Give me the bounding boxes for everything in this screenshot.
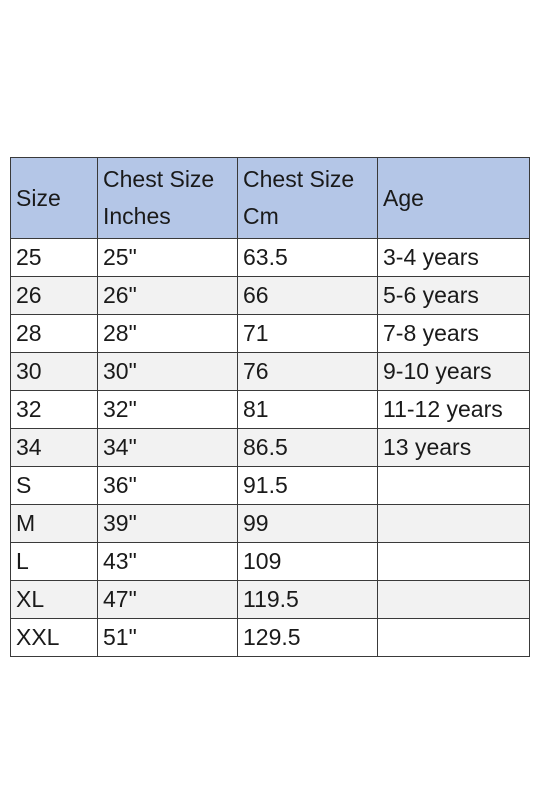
table-row: 34 34" 86.5 13 years <box>10 428 530 467</box>
table-row: L 43" 109 <box>10 542 530 581</box>
table-row: 28 28" 71 7-8 years <box>10 314 530 353</box>
header-age: Age <box>377 157 530 239</box>
cell-size: 32 <box>10 390 98 429</box>
cell-age <box>377 542 530 581</box>
cell-age: 3-4 years <box>377 238 530 277</box>
cell-size: 30 <box>10 352 98 391</box>
header-chest-cm: Chest Size Cm <box>237 157 378 239</box>
table-row: 26 26" 66 5-6 years <box>10 276 530 315</box>
cell-age <box>377 466 530 505</box>
cell-chest-inches: 28" <box>97 314 238 353</box>
table-row: M 39" 99 <box>10 504 530 543</box>
cell-age <box>377 504 530 543</box>
cell-size: 25 <box>10 238 98 277</box>
cell-chest-inches: 30" <box>97 352 238 391</box>
cell-chest-inches: 36" <box>97 466 238 505</box>
table-header: Size Chest Size Inches Chest Size Cm Age <box>10 157 530 239</box>
cell-age: 11-12 years <box>377 390 530 429</box>
table-row: 25 25" 63.5 3-4 years <box>10 238 530 277</box>
cell-size: 34 <box>10 428 98 467</box>
cell-age: 7-8 years <box>377 314 530 353</box>
cell-chest-inches: 51" <box>97 618 238 657</box>
cell-age <box>377 618 530 657</box>
cell-chest-inches: 39" <box>97 504 238 543</box>
table-row: XXL 51" 129.5 <box>10 618 530 657</box>
cell-chest-cm: 63.5 <box>237 238 378 277</box>
cell-chest-cm: 91.5 <box>237 466 378 505</box>
cell-chest-cm: 119.5 <box>237 580 378 619</box>
cell-chest-cm: 129.5 <box>237 618 378 657</box>
table-body: 25 25" 63.5 3-4 years 26 26" 66 5-6 years 28 28" 7… <box>10 238 530 657</box>
table-row: 30 30" 76 9-10 years <box>10 352 530 391</box>
cell-size: 26 <box>10 276 98 315</box>
cell-chest-cm: 71 <box>237 314 378 353</box>
cell-age: 5-6 years <box>377 276 530 315</box>
cell-size: S <box>10 466 98 505</box>
cell-chest-inches: 34" <box>97 428 238 467</box>
cell-chest-cm: 81 <box>237 390 378 429</box>
cell-chest-cm: 76 <box>237 352 378 391</box>
cell-chest-cm: 66 <box>237 276 378 315</box>
cell-chest-cm: 109 <box>237 542 378 581</box>
cell-age: 9-10 years <box>377 352 530 391</box>
cell-age: 13 years <box>377 428 530 467</box>
cell-chest-inches: 43" <box>97 542 238 581</box>
table-row: XL 47" 119.5 <box>10 580 530 619</box>
cell-size: XXL <box>10 618 98 657</box>
cell-chest-inches: 26" <box>97 276 238 315</box>
cell-chest-cm: 86.5 <box>237 428 378 467</box>
cell-chest-inches: 32" <box>97 390 238 429</box>
cell-size: M <box>10 504 98 543</box>
header-row: Size Chest Size Inches Chest Size Cm Age <box>10 157 530 239</box>
header-size: Size <box>10 157 98 239</box>
cell-chest-inches: 25" <box>97 238 238 277</box>
cell-size: XL <box>10 580 98 619</box>
cell-size: L <box>10 542 98 581</box>
table-row: 32 32" 81 11-12 years <box>10 390 530 429</box>
cell-size: 28 <box>10 314 98 353</box>
cell-chest-cm: 99 <box>237 504 378 543</box>
cell-chest-inches: 47" <box>97 580 238 619</box>
table-row: S 36" 91.5 <box>10 466 530 505</box>
header-chest-inches: Chest Size Inches <box>97 157 238 239</box>
size-chart-table: Size Chest Size Inches Chest Size Cm Age… <box>10 157 530 657</box>
cell-age <box>377 580 530 619</box>
